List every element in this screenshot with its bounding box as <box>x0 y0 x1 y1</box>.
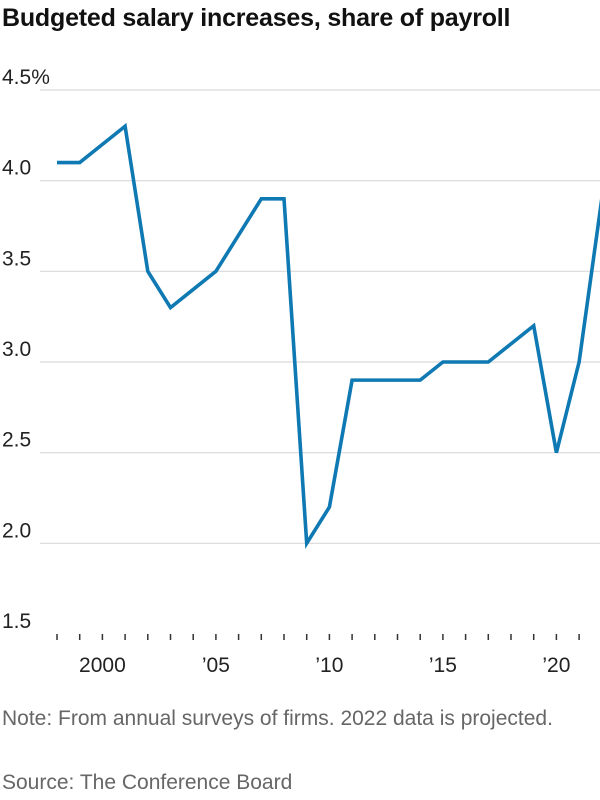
chart-title: Budgeted salary increases, share of payr… <box>2 4 511 32</box>
y-tick-label: 2.0 <box>2 519 31 542</box>
y-tick-label: 1.5 <box>2 610 31 633</box>
gridlines <box>40 89 600 544</box>
y-axis-tick-labels: 1.5 2.0 2.5 3.0 3.5 4.0 4.5% <box>2 66 50 633</box>
x-tick-label: 2000 <box>79 654 126 677</box>
chart-source: Source: The Conference Board <box>2 771 293 794</box>
y-tick-label: 4.5% <box>2 66 50 89</box>
x-tick-label: ’05 <box>202 654 230 677</box>
x-tick-label: ’10 <box>315 654 343 677</box>
x-tick-label: ’15 <box>429 654 457 677</box>
x-tick-label: ’20 <box>542 654 570 677</box>
y-tick-label: 2.5 <box>2 429 31 452</box>
line-chart: 1.5 2.0 2.5 3.0 3.5 4.0 4.5% 2000 ’05 ’10 ’15 ’20 <box>2 66 600 677</box>
y-tick-label: 3.0 <box>2 338 31 361</box>
chart-note: Note: From annual surveys of firms. 2022… <box>2 707 553 730</box>
y-tick-label: 4.0 <box>2 157 31 180</box>
y-tick-label: 3.5 <box>2 247 31 270</box>
x-axis: 2000 ’05 ’10 ’15 ’20 <box>56 634 580 677</box>
series-layer <box>57 122 600 550</box>
series-line <box>57 122 600 550</box>
